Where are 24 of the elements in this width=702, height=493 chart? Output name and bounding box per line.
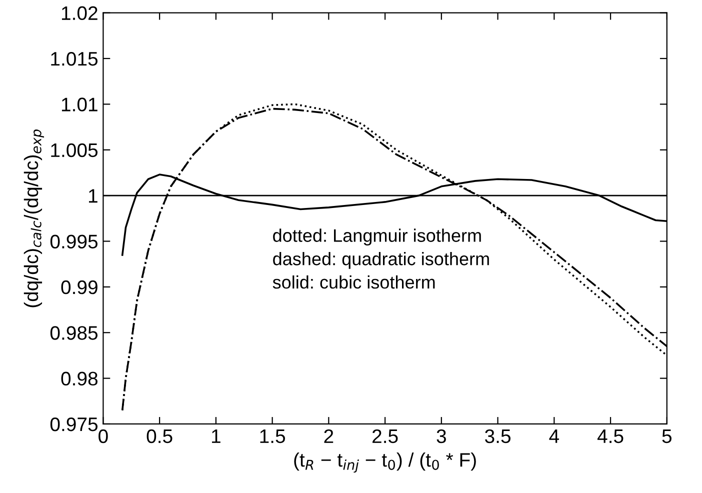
annotation: dotted: Langmuir isotherm dashed: quadratic isotherm solid: cubic isotherm [272,228,489,289]
y-tick-label: 0.975 [50,417,98,432]
y-tick-label: 0.995 [50,234,98,248]
y-tick-label: 1.01 [62,98,98,112]
y-tick-label: 1.015 [51,52,98,66]
y-tick-label: 0.99 [61,280,98,294]
y-tick-label: 0.98 [61,372,98,386]
y-tick-label: 1.005 [51,143,98,158]
x-tick-label: 5 [662,430,672,444]
text: (t$_{R}$ − t$_{inj}$ − t$_{0}$) / (t$_{0}$ * F) [294,452,476,473]
x-tick-label: 2.5 [372,429,398,444]
x-tick-label: 4 [549,430,559,443]
y-tick-label: 1.02 [62,6,98,20]
x-tick-label: 0.5 [146,429,172,444]
x-tick-label: 0 [98,429,108,444]
x-tick-label: 1 [212,430,220,443]
x-tick-label: 3 [436,429,446,444]
y-axis-title: (dq/dc)$_{calc}$/(dq/dc)$_{exp}$ [24,130,44,308]
x-tick-label: 3.5 [485,429,510,444]
y-tick-label: 1 [89,189,98,203]
y-tick-label: 0.985 [50,326,98,340]
x-tick-label: 1.5 [260,430,286,444]
x-tick-label: 4.5 [597,430,624,444]
x-tick-label: 2 [324,429,334,443]
